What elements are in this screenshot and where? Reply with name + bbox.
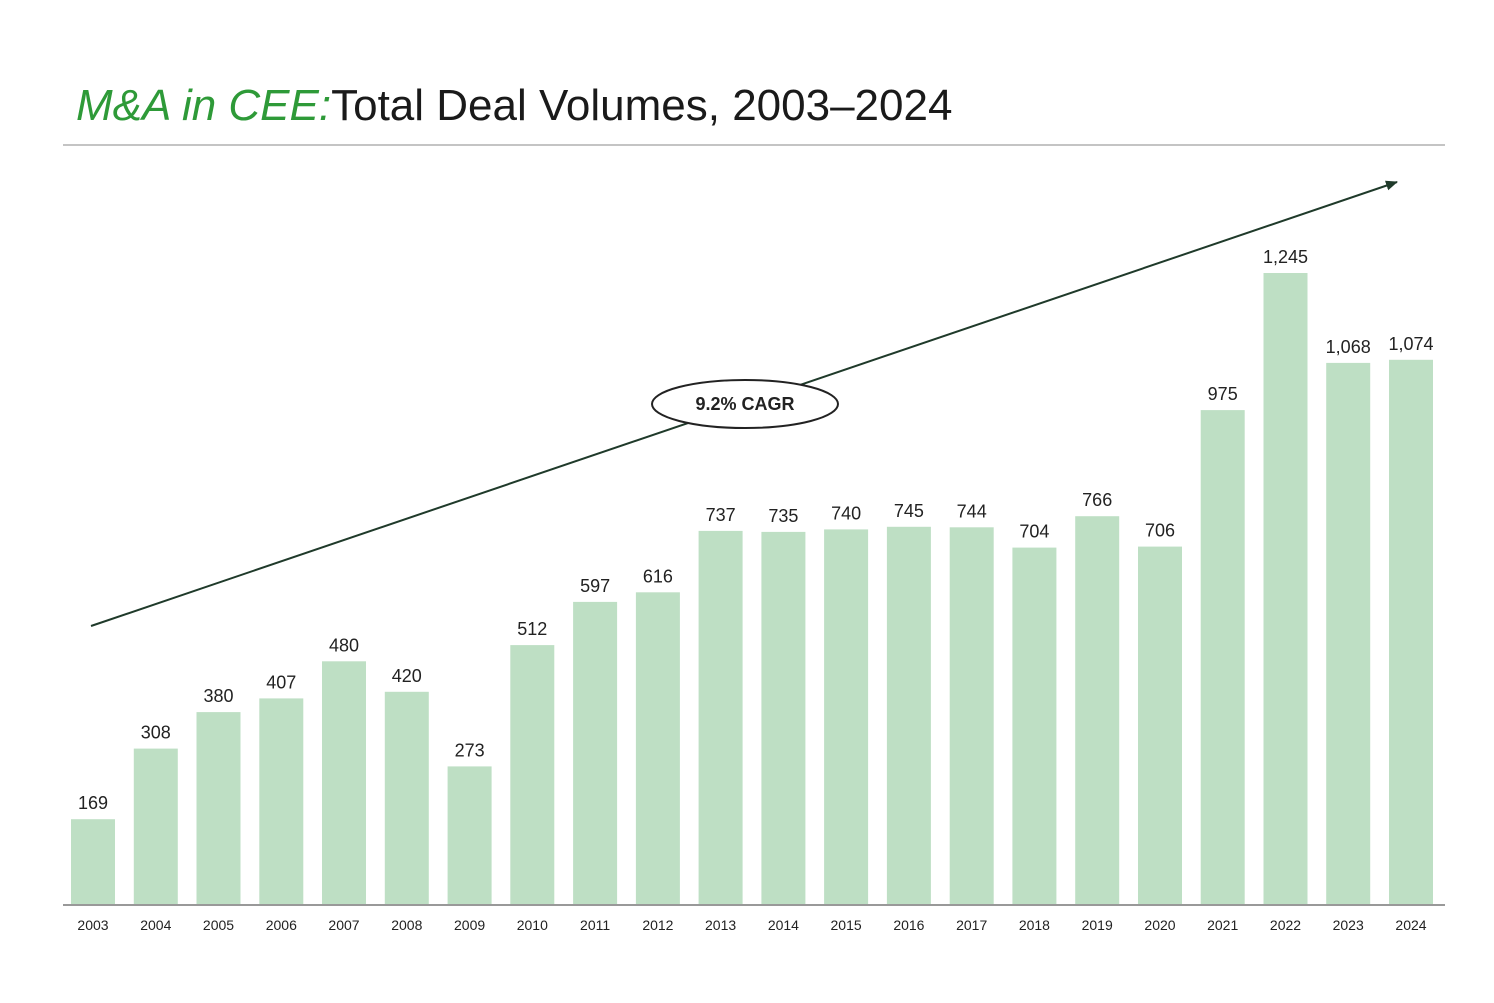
bar-value-label: 737 bbox=[706, 505, 736, 525]
cagr-label: 9.2% CAGR bbox=[695, 394, 794, 414]
x-tick-label: 2005 bbox=[203, 917, 234, 933]
bar-2009 bbox=[447, 766, 492, 905]
bar-2021 bbox=[1200, 410, 1245, 905]
title-divider bbox=[63, 144, 1445, 146]
bar-2024 bbox=[1389, 359, 1433, 905]
bar-2015 bbox=[824, 529, 869, 905]
bar-2023 bbox=[1326, 362, 1371, 905]
bars-layer: 169 308 380 407 480 420 273 512 597 616 737 735 740 7… bbox=[71, 247, 1434, 905]
x-tick-label: 2019 bbox=[1082, 917, 1113, 933]
bar-2013 bbox=[698, 530, 743, 905]
chart-title: M&A in CEE:Total Deal Volumes, 2003–2024 bbox=[76, 78, 952, 134]
bar-value-label: 480 bbox=[329, 635, 359, 655]
bar-2007 bbox=[322, 661, 366, 905]
x-tick-label: 2021 bbox=[1207, 917, 1238, 933]
bar-value-label: 169 bbox=[78, 793, 108, 813]
bar-2017 bbox=[949, 527, 994, 905]
title-main: Total Deal Volumes, 2003–2024 bbox=[331, 81, 953, 130]
x-tick-label: 2012 bbox=[642, 917, 673, 933]
bar-2008 bbox=[384, 691, 429, 905]
bar-value-label: 1,068 bbox=[1326, 337, 1371, 357]
bar-value-label: 706 bbox=[1145, 521, 1175, 541]
x-tick-label: 2014 bbox=[768, 917, 799, 933]
bar-2018 bbox=[1012, 547, 1057, 905]
x-tick-label: 2022 bbox=[1270, 917, 1301, 933]
x-tick-label: 2023 bbox=[1333, 917, 1364, 933]
bar-2010 bbox=[510, 645, 555, 905]
bar-value-label: 744 bbox=[957, 501, 987, 521]
x-tick-label: 2003 bbox=[77, 917, 108, 933]
bar-value-label: 704 bbox=[1019, 522, 1049, 542]
x-tick-label: 2007 bbox=[328, 917, 359, 933]
x-tick-label: 2018 bbox=[1019, 917, 1050, 933]
bar-2006 bbox=[259, 698, 304, 905]
bar-2011 bbox=[573, 601, 618, 905]
bar-value-label: 1,074 bbox=[1388, 334, 1433, 354]
x-tick-label: 2020 bbox=[1144, 917, 1175, 933]
x-tick-label: 2008 bbox=[391, 917, 422, 933]
x-axis-ticks: 2003 2004 2005 2006 2007 2008 2009 2010 2011 2012… bbox=[77, 917, 1426, 933]
x-tick-label: 2010 bbox=[517, 917, 548, 933]
x-tick-label: 2016 bbox=[893, 917, 924, 933]
bar-value-label: 512 bbox=[517, 619, 547, 639]
bar-value-label: 420 bbox=[392, 666, 422, 686]
bar-value-label: 380 bbox=[203, 686, 233, 706]
x-tick-label: 2011 bbox=[580, 917, 610, 933]
bar-2022 bbox=[1263, 273, 1308, 905]
bar-2014 bbox=[761, 531, 806, 905]
bar-value-label: 740 bbox=[831, 503, 861, 523]
cagr-callout: 9.2% CAGR bbox=[651, 379, 839, 429]
bar-2020 bbox=[1138, 546, 1182, 905]
bar-value-label: 766 bbox=[1082, 490, 1112, 510]
bar-value-label: 273 bbox=[455, 740, 485, 760]
bar-value-label: 407 bbox=[266, 672, 296, 692]
bar-value-label: 1,245 bbox=[1263, 247, 1308, 267]
bar-value-label: 745 bbox=[894, 501, 924, 521]
cagr-ellipse bbox=[651, 379, 839, 429]
bar-value-label: 735 bbox=[768, 506, 798, 526]
bar-value-label: 975 bbox=[1208, 384, 1238, 404]
bar-value-label: 616 bbox=[643, 566, 673, 586]
bar-value-label: 308 bbox=[141, 723, 171, 743]
bar-2019 bbox=[1075, 516, 1120, 905]
bar-2003 bbox=[71, 819, 115, 905]
title-prefix: M&A in CEE: bbox=[76, 81, 332, 130]
bar-2004 bbox=[133, 748, 178, 905]
x-tick-label: 2024 bbox=[1395, 917, 1426, 933]
x-tick-label: 2017 bbox=[956, 917, 987, 933]
x-tick-label: 2015 bbox=[831, 917, 862, 933]
x-tick-label: 2004 bbox=[140, 917, 171, 933]
bar-2012 bbox=[635, 592, 680, 905]
bar-2005 bbox=[196, 712, 241, 905]
bar-value-label: 597 bbox=[580, 576, 610, 596]
x-tick-label: 2013 bbox=[705, 917, 736, 933]
x-tick-label: 2009 bbox=[454, 917, 485, 933]
bar-2016 bbox=[886, 526, 931, 905]
x-tick-label: 2006 bbox=[266, 917, 297, 933]
